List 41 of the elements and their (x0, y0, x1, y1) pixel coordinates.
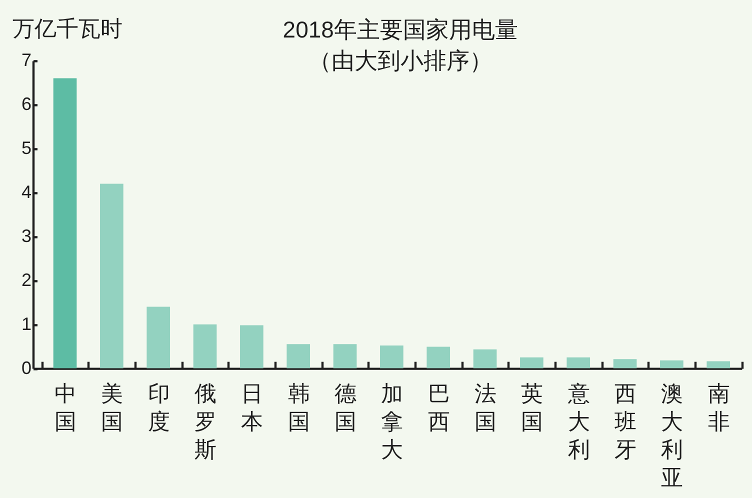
chart-subtitle: （由大到小排序） (308, 48, 492, 74)
y-axis-title: 万亿千瓦时 (12, 16, 122, 42)
y-tick-label: 7 (21, 50, 32, 70)
x-tick-label: 澳大利亚 (661, 380, 684, 490)
bar (100, 184, 124, 368)
bar (426, 346, 450, 368)
bar (660, 360, 684, 368)
y-tick-label: 0 (21, 358, 32, 378)
x-tick-label: 西班牙 (614, 380, 637, 462)
x-tick-label: 巴西 (428, 380, 450, 434)
x-tick-label: 南非 (708, 380, 730, 434)
y-tick-label: 1 (21, 314, 32, 334)
x-tick-label: 韩国 (288, 380, 310, 434)
x-tick-label: 美国 (101, 380, 124, 434)
bar (566, 357, 590, 368)
bar (613, 359, 637, 368)
bar (146, 306, 170, 368)
y-tick-label: 4 (21, 182, 32, 202)
y-tick-label: 2 (21, 270, 32, 290)
bar (520, 357, 544, 368)
x-tick-label: 加拿大 (381, 380, 404, 462)
bar (706, 361, 730, 368)
bar (193, 324, 217, 368)
x-tick-label: 英国 (521, 380, 544, 434)
x-tick-label: 法国 (474, 380, 497, 434)
bar (53, 78, 77, 368)
x-tick-label: 德国 (334, 380, 357, 434)
x-tick-label: 印度 (148, 380, 170, 434)
bar (333, 344, 357, 368)
y-tick-label: 3 (21, 226, 32, 246)
y-tick-label: 6 (21, 94, 32, 114)
x-tick-label: 俄罗斯 (194, 380, 217, 462)
chart-title: 2018年主要国家用电量 (282, 16, 518, 43)
x-tick-label: 日本 (241, 380, 264, 434)
y-tick-label: 5 (21, 138, 32, 158)
x-tick-label: 意大利 (566, 380, 590, 462)
x-tick-label: 中国 (54, 380, 77, 434)
bar (473, 349, 497, 368)
bar (240, 325, 264, 368)
bar (286, 344, 310, 368)
bar (380, 345, 404, 368)
